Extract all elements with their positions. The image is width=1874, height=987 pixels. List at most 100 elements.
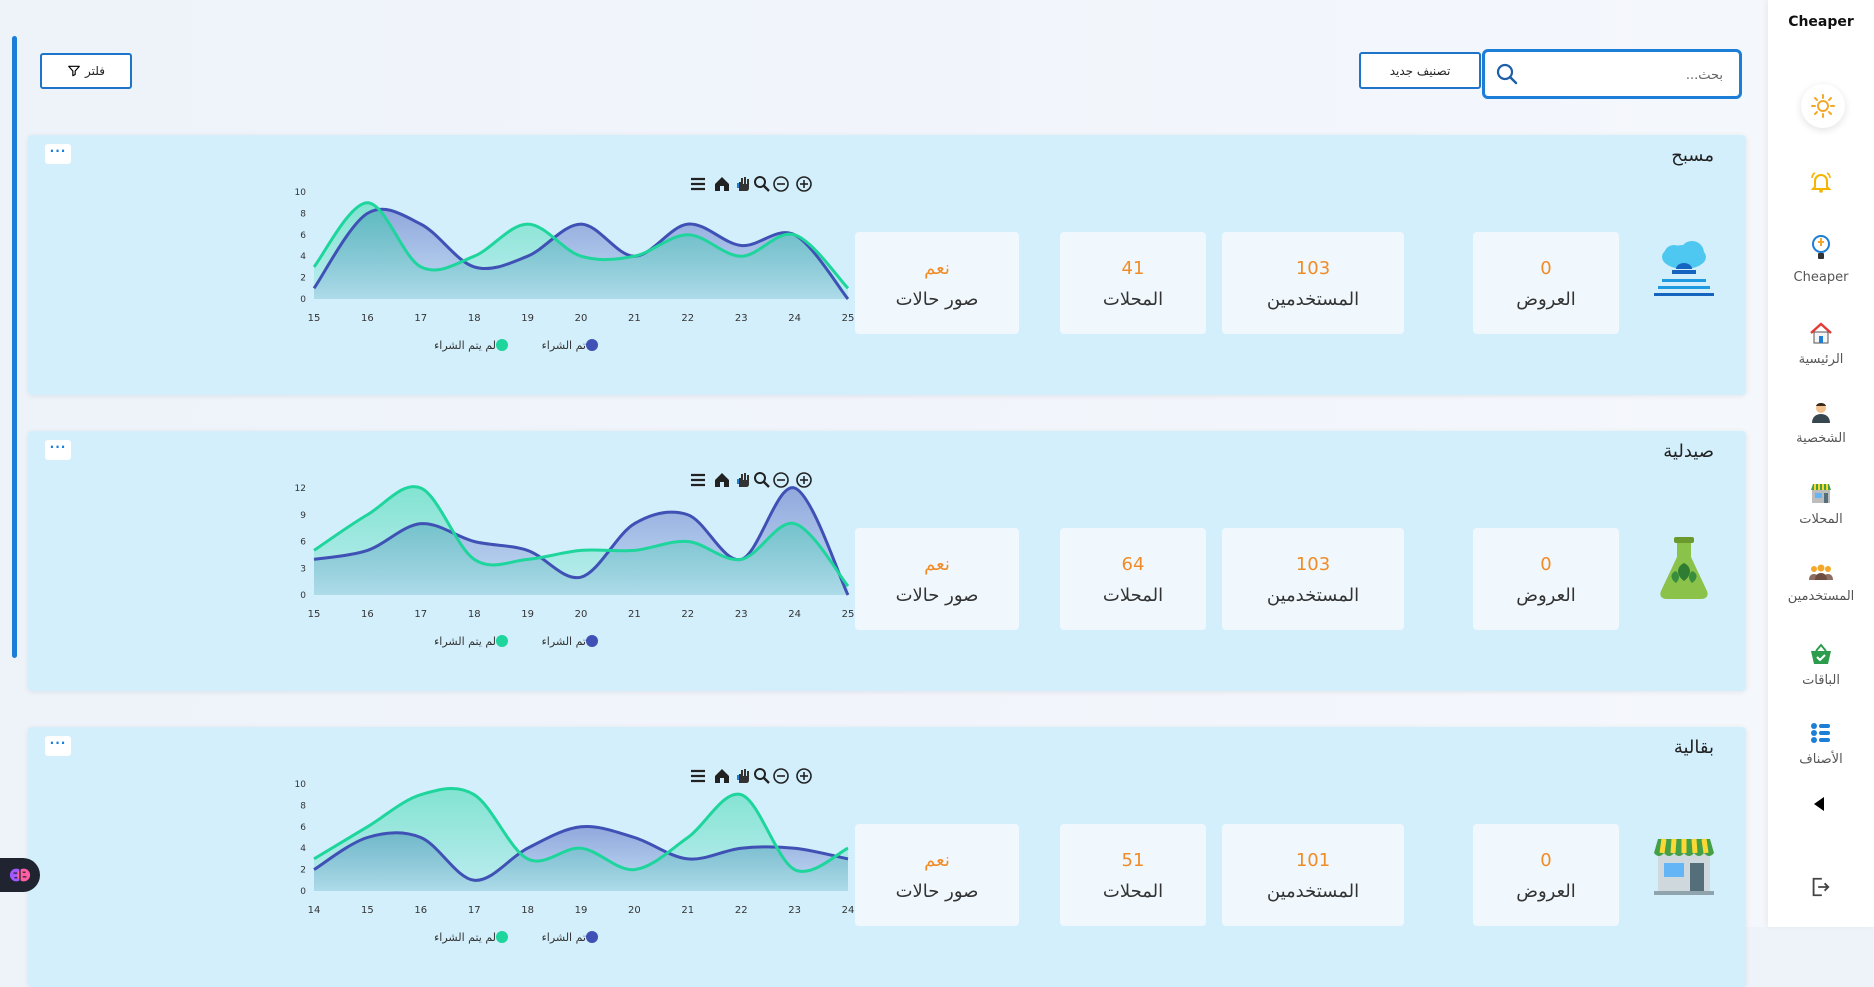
legend-item[interactable]: لم يتم الشراء (434, 931, 508, 944)
stat-tile: نعم صور حالات (855, 528, 1019, 630)
category-title: صيدلية (1663, 441, 1714, 462)
y-tick-label: 0 (300, 887, 306, 897)
pan-hand-icon[interactable] (734, 175, 752, 197)
legend-item[interactable]: لم يتم الشراء (434, 635, 508, 648)
brain-bulb-icon (1812, 235, 1830, 259)
zoom-selection-icon[interactable] (753, 767, 771, 789)
shop-icon (1652, 831, 1716, 895)
zoom-in-icon[interactable] (795, 175, 813, 197)
legend-item[interactable]: لم يتم الشراء (434, 339, 508, 352)
legend-item[interactable]: تم الشراء (542, 339, 598, 352)
y-tick-label: 6 (300, 231, 306, 241)
stat-value: 0 (1540, 554, 1552, 575)
x-tick-label: 23 (735, 313, 748, 324)
stat-label: المحلات (1102, 289, 1164, 310)
sidebar-item-categories[interactable]: الأصناف (1768, 722, 1874, 767)
stat-tile: 101 المستخدمين (1222, 824, 1404, 926)
x-tick-label: 15 (308, 313, 321, 324)
stat-value: نعم (924, 850, 950, 871)
legend-item[interactable]: تم الشراء (542, 635, 598, 648)
reset-home-icon[interactable] (713, 175, 731, 197)
stat-tile: 41 المحلات (1060, 232, 1206, 334)
pan-hand-icon[interactable] (734, 767, 752, 789)
stat-tile: 64 المحلات (1060, 528, 1206, 630)
x-tick-label: 17 (414, 609, 427, 620)
category-title: مسبح (1671, 145, 1714, 166)
legend-item[interactable]: تم الشراء (542, 931, 598, 944)
zoom-selection-icon[interactable] (753, 471, 771, 493)
scroll-indicator[interactable] (12, 36, 17, 658)
sidebar-item-profile[interactable]: الشخصية (1768, 401, 1874, 446)
series-line (313, 787, 849, 873)
menu-icon[interactable] (689, 175, 707, 197)
search-box[interactable] (1482, 49, 1742, 99)
collapse-sidebar-icon[interactable] (1814, 797, 1824, 811)
more-options-button[interactable]: ··· (45, 144, 71, 164)
sidebar-item-stores[interactable]: المحلات (1768, 482, 1874, 527)
zoom-in-icon[interactable] (795, 767, 813, 789)
zoom-out-icon[interactable] (772, 175, 790, 197)
x-tick-label: 24 (788, 609, 801, 620)
stat-value: 64 (1121, 554, 1145, 575)
stat-tile: 0 العروض (1473, 824, 1619, 926)
series-line (313, 486, 850, 596)
menu-icon[interactable] (689, 767, 707, 789)
legend-label: لم يتم الشراء (434, 931, 496, 944)
sidebar-item-home[interactable]: الرئيسية (1768, 322, 1874, 367)
chart-toolbar (689, 175, 819, 195)
legend-label: تم الشراء (542, 339, 586, 352)
stat-value: نعم (924, 554, 950, 575)
sidebar-item-cheaper[interactable]: Cheaper (1768, 234, 1874, 285)
search-icon (1496, 63, 1518, 85)
x-tick-label: 21 (628, 609, 641, 620)
zoom-out-icon[interactable] (772, 471, 790, 493)
sidebar-item-notifications[interactable] (1768, 170, 1874, 198)
sidebar-item-packages[interactable]: الباقات (1768, 643, 1874, 688)
legend-label: لم يتم الشراء (434, 339, 496, 352)
series-line (313, 485, 850, 588)
stat-label: المستخدمين (1266, 881, 1360, 902)
search-input[interactable] (1531, 64, 1725, 86)
x-tick-label: 22 (681, 313, 694, 324)
stat-tile: 0 العروض (1473, 232, 1619, 334)
x-tick-label: 23 (735, 609, 748, 620)
theme-toggle-button[interactable] (1801, 84, 1845, 128)
filter-button[interactable]: فلتر (40, 53, 132, 89)
new-category-button[interactable]: تصنيف جديد (1359, 52, 1481, 89)
zoom-in-icon[interactable] (795, 471, 813, 493)
reset-home-icon[interactable] (713, 471, 731, 493)
zoom-out-icon[interactable] (772, 767, 790, 789)
pan-hand-icon[interactable] (734, 471, 752, 493)
y-tick-label: 2 (300, 866, 306, 876)
more-options-button[interactable]: ··· (45, 736, 71, 756)
sidebar-item-users[interactable]: المستخدمين (1768, 563, 1874, 604)
menu-icon[interactable] (689, 471, 707, 493)
reset-home-icon[interactable] (713, 767, 731, 789)
legend-marker (496, 635, 508, 647)
series-area (314, 202, 848, 299)
sidebar-item-label: الرئيسية (1798, 352, 1844, 367)
category-card[interactable]: بقالية ··· 0 العروض 101 المستخدمين 51 المحلات نع… (28, 727, 1746, 987)
category-card[interactable]: مسبح ··· 0 العروض 103 المستخدمين 41 المحلات نعم ص… (28, 135, 1746, 395)
brand-name: Cheaper (1788, 14, 1854, 30)
x-tick-label: 25 (842, 609, 855, 620)
category-card[interactable]: صيدلية ··· 0 العروض 103 المستخدمين 64 المحلات نع… (28, 431, 1746, 691)
more-options-button[interactable]: ··· (45, 440, 71, 460)
stat-label: العروض (1516, 881, 1576, 902)
stat-label: المحلات (1102, 881, 1164, 902)
y-tick-label: 6 (300, 823, 306, 833)
stat-tile: 51 المحلات (1060, 824, 1206, 926)
zoom-selection-icon[interactable] (753, 175, 771, 197)
x-tick-label: 16 (361, 609, 374, 620)
logout-button[interactable] (1809, 876, 1831, 902)
legend-marker (586, 339, 598, 351)
y-tick-label: 8 (300, 801, 306, 811)
stat-tile: 103 المستخدمين (1222, 232, 1404, 334)
legend-marker (496, 339, 508, 351)
stat-label: المحلات (1102, 585, 1164, 606)
stat-value: نعم (924, 258, 950, 279)
ai-assistant-button[interactable] (0, 858, 40, 892)
x-tick-label: 22 (681, 609, 694, 620)
logout-icon (1812, 877, 1830, 897)
brain-icon (9, 868, 31, 882)
